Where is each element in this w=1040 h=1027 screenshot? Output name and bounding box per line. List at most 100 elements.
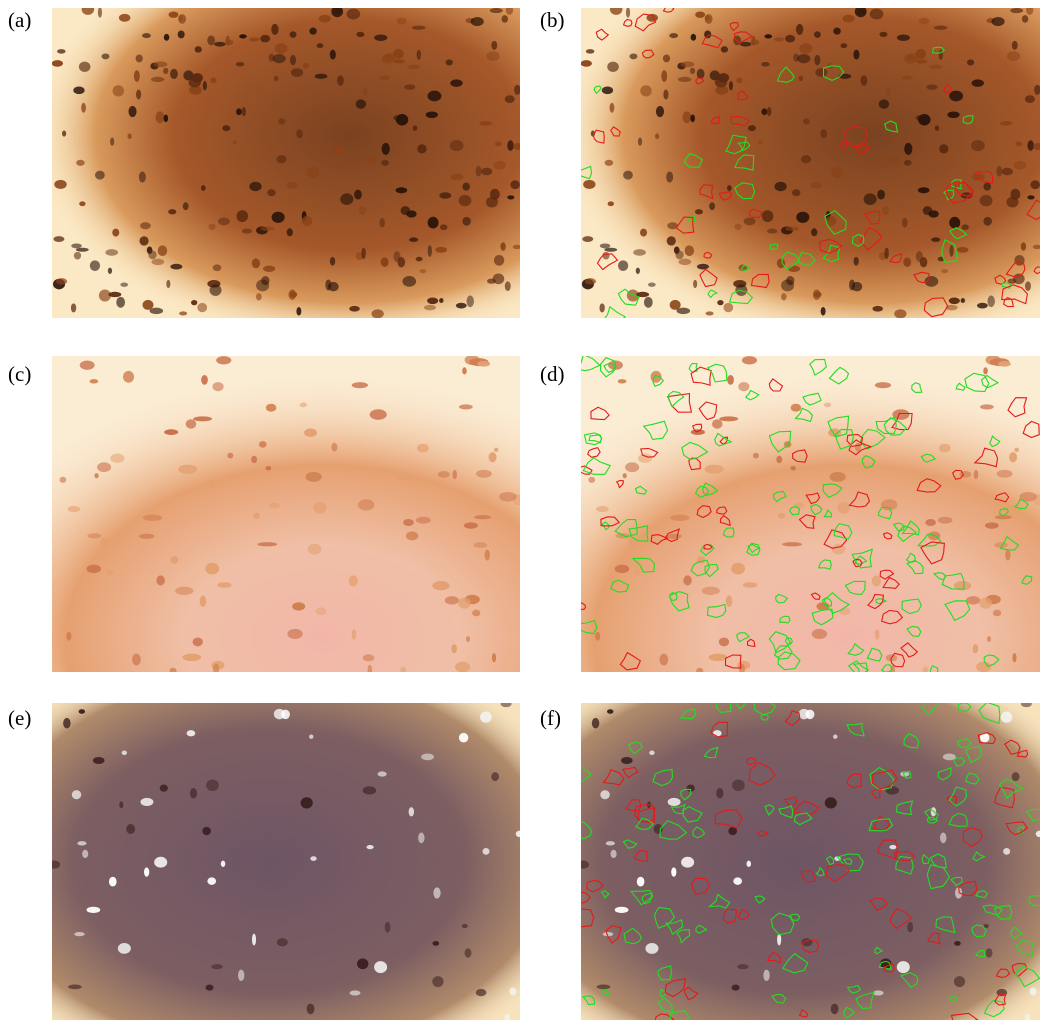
lesion-spot xyxy=(833,735,837,739)
lesion-spot xyxy=(941,269,948,273)
lesion-spot xyxy=(57,49,66,54)
lesion-spot xyxy=(259,441,267,448)
lesion-spot xyxy=(462,183,470,191)
lesion-spot xyxy=(462,924,468,928)
lesion-spot xyxy=(716,788,723,798)
lesion-spot xyxy=(354,190,362,200)
lesion-spot xyxy=(382,143,390,155)
lesion-spot xyxy=(853,50,859,60)
lesion-spot xyxy=(636,268,640,274)
lesion-spot xyxy=(139,236,148,245)
lesion-spot xyxy=(424,305,436,310)
lesion-spot xyxy=(87,533,101,538)
lesion xyxy=(32,683,560,1027)
lesion-spot xyxy=(48,861,60,869)
lesion-spot xyxy=(881,499,897,510)
lesion-spot xyxy=(201,375,208,385)
lesion-spot xyxy=(370,409,387,420)
lesion-spot xyxy=(221,861,226,867)
lesion-spot xyxy=(670,300,681,310)
lesion-spot xyxy=(492,653,496,662)
lesion-spot xyxy=(879,32,887,37)
lesion-spot xyxy=(309,28,316,35)
lesion-spot xyxy=(875,382,891,388)
lesion-spot xyxy=(281,710,290,720)
lesion-spot xyxy=(618,379,627,383)
lesion-spot xyxy=(236,62,245,67)
lesion-spot xyxy=(413,125,418,131)
lesion-spot xyxy=(116,297,125,308)
lesion-spot xyxy=(266,466,272,471)
lesion-spot xyxy=(618,260,628,271)
lesion-spot xyxy=(815,68,827,77)
lesion-spot xyxy=(702,587,720,595)
lesion-spot xyxy=(217,582,231,588)
lesion-spot xyxy=(778,513,785,519)
lesion-spot xyxy=(777,258,785,268)
lesion-spot xyxy=(615,907,629,913)
lesion-spot xyxy=(491,772,499,781)
lesion-spot xyxy=(310,856,316,861)
lesion-spot xyxy=(416,257,423,262)
lesion-spot xyxy=(737,964,749,969)
lesion-spot xyxy=(666,171,673,182)
lesion-spot xyxy=(90,260,100,271)
lesion-spot xyxy=(626,7,630,18)
lesion-spot xyxy=(939,144,948,153)
lesion-spot xyxy=(870,9,884,20)
lesion-spot xyxy=(972,79,984,86)
lesion-spot xyxy=(717,300,723,305)
lesion-spot xyxy=(949,245,953,257)
lesion-spot xyxy=(996,166,1002,177)
lesion-spot xyxy=(412,26,425,30)
lesion-spot xyxy=(253,513,260,519)
lesion-spot xyxy=(709,202,715,210)
lesion-spot xyxy=(904,143,912,155)
lesion-spot xyxy=(397,475,414,480)
lesion-spot xyxy=(206,984,214,990)
lesion-spot xyxy=(286,182,297,189)
lesion-spot xyxy=(418,833,424,844)
lesion-spot xyxy=(782,542,802,546)
panel-image xyxy=(561,0,1040,338)
lesion-spot xyxy=(799,76,804,81)
lesion-spot xyxy=(140,798,153,806)
lesion-spot xyxy=(949,298,960,305)
lesion-spot xyxy=(459,733,468,743)
lesion-spot xyxy=(113,85,124,96)
lesion-spot xyxy=(214,42,226,47)
lesion-spot xyxy=(352,629,356,639)
lesion-spot xyxy=(916,59,928,63)
lesion-spot xyxy=(196,46,200,52)
lesion-spot xyxy=(595,632,600,641)
lesion-spot xyxy=(873,990,884,995)
lesion-spot xyxy=(494,255,504,266)
lesion-spot xyxy=(806,710,815,720)
lesion-spot xyxy=(379,218,385,228)
lesion-spot xyxy=(791,404,802,412)
lesion-spot xyxy=(987,296,994,308)
lesion-spot xyxy=(509,987,516,995)
lesion-spot xyxy=(705,15,710,20)
lesion-spot xyxy=(143,300,154,310)
lesion-spot xyxy=(168,209,176,214)
lesion-spot xyxy=(197,303,207,312)
lesion-spot xyxy=(368,665,373,676)
lesion-spot xyxy=(638,454,652,463)
lesion-spot xyxy=(225,39,233,45)
lesion-spot xyxy=(109,877,117,887)
lesion-spot xyxy=(403,519,414,526)
lesion-spot xyxy=(216,356,231,364)
lesion-spot xyxy=(160,785,168,792)
lesion-spot xyxy=(738,382,749,391)
lesion-spot xyxy=(991,17,1004,26)
lesion-spot xyxy=(645,943,658,954)
lesion-spot xyxy=(852,282,863,292)
lesion-spot xyxy=(183,202,189,210)
lesion-spot xyxy=(961,224,968,230)
lesion-spot xyxy=(904,160,912,166)
lesion-spot xyxy=(669,33,678,38)
lesion-spot xyxy=(966,596,980,604)
lesion-spot xyxy=(308,544,322,555)
lesion-spot xyxy=(499,492,516,502)
